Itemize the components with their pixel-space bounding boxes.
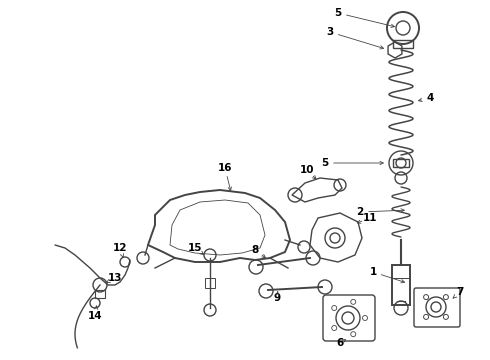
Text: 14: 14 [88,311,102,321]
Text: 11: 11 [363,213,377,223]
Text: 4: 4 [426,93,434,103]
Text: 5: 5 [334,8,342,18]
Text: 12: 12 [113,243,127,253]
Text: 6: 6 [336,338,343,348]
Text: 7: 7 [456,287,464,297]
Text: 13: 13 [108,273,122,283]
Text: 9: 9 [273,293,281,303]
Text: 2: 2 [356,207,364,217]
Text: 1: 1 [369,267,377,277]
Text: 8: 8 [251,245,259,255]
Text: 10: 10 [300,165,314,175]
Text: 15: 15 [188,243,202,253]
Text: 16: 16 [218,163,232,173]
Text: 3: 3 [326,27,334,37]
Text: 5: 5 [321,158,329,168]
